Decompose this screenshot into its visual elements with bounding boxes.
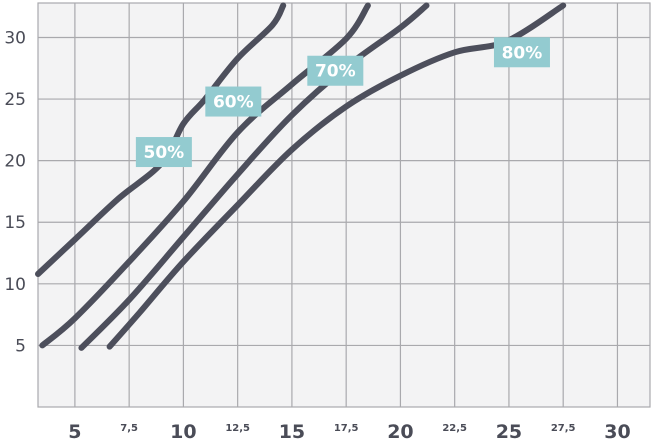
series-label-70-percent: 70% — [307, 55, 364, 86]
x-tick-label: 7,5 — [120, 423, 138, 434]
series-labels: 50% 60% 70% 80% — [135, 37, 550, 168]
x-tick-label: 12,5 — [225, 423, 250, 434]
y-tick-label: 30 — [4, 28, 26, 48]
x-axis-tick-labels: 5 7,5 10 12,5 15 17,5 20 22,5 25 27,5 30 — [68, 421, 630, 442]
series-label-text: 70% — [315, 62, 356, 82]
series-label-text: 60% — [213, 93, 254, 113]
y-tick-label: 25 — [4, 90, 26, 110]
series-label-box — [493, 37, 550, 68]
series-label-text: 50% — [144, 143, 185, 163]
series-line-70-percent — [78, 2, 430, 351]
y-tick-label: 20 — [4, 152, 26, 172]
series-label-50-percent: 50% — [135, 137, 192, 168]
x-tick-label: 10 — [170, 421, 196, 442]
series-line-50-percent — [35, 2, 287, 277]
x-tick-label: 25 — [496, 421, 522, 442]
x-tick-label: 27,5 — [551, 423, 576, 434]
series-label-text: 80% — [502, 43, 543, 63]
x-tick-label: 20 — [387, 421, 413, 442]
y-tick-label: 10 — [4, 275, 26, 295]
series-line-60-percent — [39, 2, 371, 349]
y-tick-label: 5 — [15, 336, 26, 356]
series-label-box — [307, 55, 364, 86]
y-axis-tick-labels: 5 10 15 20 25 30 — [4, 28, 26, 356]
x-tick-label: 22,5 — [442, 423, 467, 434]
x-tick-label: 17,5 — [334, 423, 359, 434]
x-tick-label: 5 — [68, 421, 81, 442]
series-label-box — [205, 86, 262, 117]
series-line-80-percent — [106, 2, 567, 350]
series-lines — [35, 2, 567, 351]
x-tick-label: 15 — [279, 421, 305, 442]
vertical-gridlines — [74, 3, 619, 407]
series-label-box — [135, 137, 192, 168]
y-tick-label: 15 — [4, 213, 26, 233]
series-label-80-percent: 80% — [493, 37, 550, 68]
x-tick-label: 30 — [604, 421, 630, 442]
series-label-60-percent: 60% — [205, 86, 262, 117]
